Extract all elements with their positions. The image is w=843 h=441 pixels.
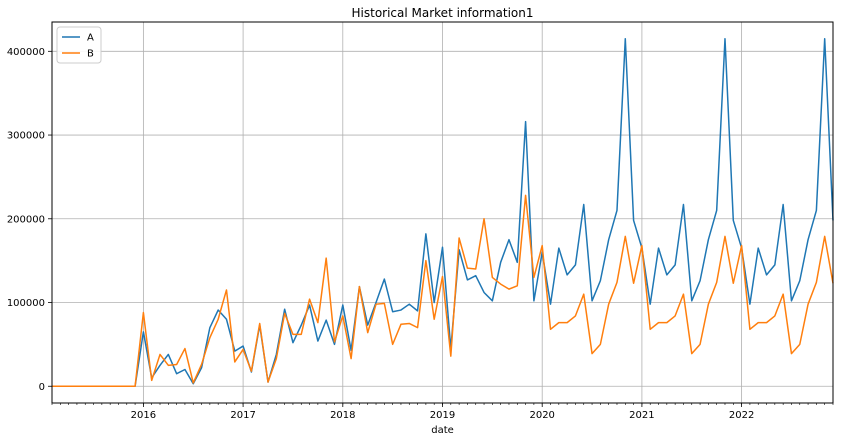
chart-title: Historical Market information1 <box>352 6 534 20</box>
series-layer <box>52 38 834 387</box>
x-tick-label: 2021 <box>629 410 654 421</box>
y-tick-label: 200000 <box>7 214 45 225</box>
legend-box <box>56 26 102 64</box>
x-tick-label: 2020 <box>529 410 554 421</box>
legend-label-A: A <box>87 33 94 44</box>
y-tick-label: 100000 <box>7 298 45 309</box>
y-tick-label: 400000 <box>7 47 45 58</box>
x-tick-label: 2016 <box>131 410 156 421</box>
grid <box>52 22 833 403</box>
legend: AB <box>56 26 102 64</box>
y-tick-label: 0 <box>39 382 45 393</box>
x-tick-label: 2017 <box>230 410 255 421</box>
x-axis: 2016 2017 2018 2019 2020 2021 2022 <box>51 403 834 421</box>
x-tick-label: 2018 <box>330 410 355 421</box>
y-axis: 0 100000 200000 300000 400000 <box>7 47 52 393</box>
x-tick-label: 2019 <box>430 410 455 421</box>
x-tick-label: 2022 <box>729 410 754 421</box>
x-axis-label: date <box>431 425 454 436</box>
series-A-line <box>52 38 834 387</box>
legend-label-B: B <box>87 49 94 60</box>
y-tick-label: 300000 <box>7 131 45 142</box>
series-B-line <box>52 194 834 387</box>
